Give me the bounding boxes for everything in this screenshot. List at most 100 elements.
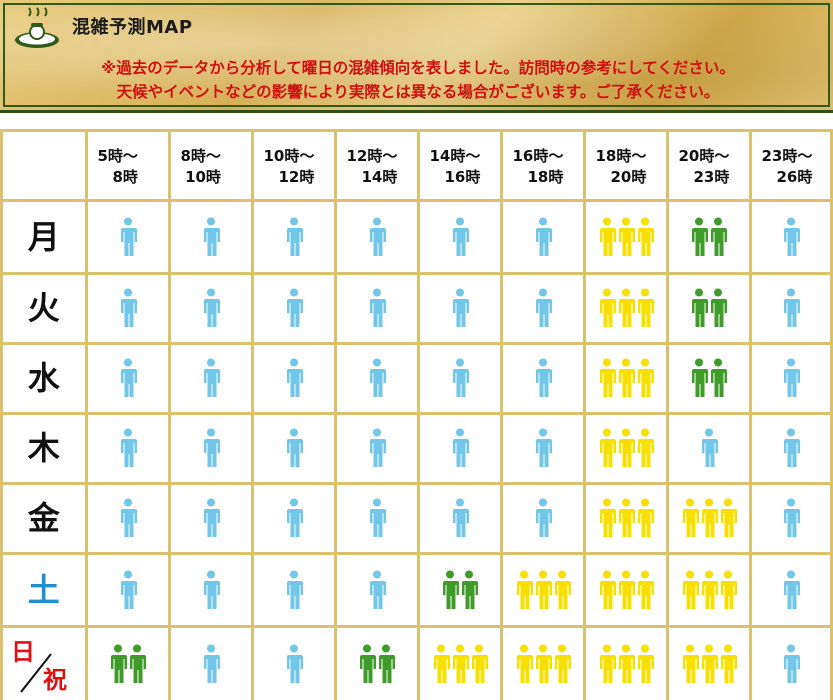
person-icon (460, 570, 478, 610)
time-slot-end: 23時 (679, 167, 730, 188)
person-icon (709, 288, 727, 328)
person-icon (515, 644, 533, 684)
person-icon (681, 570, 699, 610)
time-slot-header: 10時～ 12時 (254, 132, 334, 199)
person-icon (285, 358, 303, 398)
congestion-cell-low (254, 555, 334, 625)
person-icon (534, 428, 552, 468)
people-group (534, 288, 552, 328)
people-group (119, 288, 137, 328)
congestion-cell-high (669, 555, 749, 625)
person-icon (553, 644, 571, 684)
congestion-cell-low (88, 555, 168, 625)
day-label-cell: 土 (3, 555, 85, 625)
people-group (598, 428, 654, 468)
day-label-cell: 金 (3, 485, 85, 552)
congestion-cell-low (337, 415, 417, 482)
person-icon (598, 428, 616, 468)
time-slot-header: 18時～ 20時 (586, 132, 666, 199)
person-icon (719, 498, 737, 538)
person-icon (470, 644, 488, 684)
day-label: 金 (14, 500, 74, 536)
day-label-sunday: 日 (11, 632, 35, 667)
person-icon (285, 217, 303, 257)
congestion-cell-medium (420, 555, 500, 625)
congestion-cell-low (752, 275, 831, 342)
congestion-cell-low (752, 415, 831, 482)
time-slot-header: 14時～ 16時 (420, 132, 500, 199)
congestion-cell-low (337, 555, 417, 625)
hot-spring-person-icon (13, 6, 61, 50)
time-slot-start: 8時～ (181, 146, 221, 167)
time-slot-label: 14時～ 16時 (430, 146, 481, 188)
people-group (534, 358, 552, 398)
congestion-cell-low (171, 415, 251, 482)
person-icon (681, 498, 699, 538)
congestion-cell-low (171, 345, 251, 412)
time-slot-end: 8時 (98, 167, 138, 188)
people-group (681, 498, 737, 538)
congestion-cell-low (171, 485, 251, 552)
congestion-cell-low (503, 202, 583, 272)
person-icon (368, 217, 386, 257)
person-icon (782, 570, 800, 610)
congestion-cell-high (586, 555, 666, 625)
congestion-cell-medium (669, 275, 749, 342)
person-icon (368, 428, 386, 468)
time-slot-end: 18時 (513, 167, 564, 188)
person-icon (109, 644, 127, 684)
person-icon (636, 217, 654, 257)
congestion-cell-low (171, 202, 251, 272)
time-slot-label: 16時～ 18時 (513, 146, 564, 188)
person-icon (451, 498, 469, 538)
person-icon (617, 644, 635, 684)
people-group (285, 428, 303, 468)
person-icon (636, 428, 654, 468)
person-icon (782, 644, 800, 684)
time-slot-label: 20時～ 23時 (679, 146, 730, 188)
person-icon (285, 288, 303, 328)
time-slot-label: 5時～ 8時 (98, 146, 138, 188)
people-group (109, 644, 146, 684)
person-icon (451, 358, 469, 398)
people-group (681, 644, 737, 684)
person-icon (598, 288, 616, 328)
time-slot-end: 20時 (596, 167, 647, 188)
congestion-cell-medium (88, 628, 168, 700)
people-group (202, 498, 220, 538)
time-slot-start: 5時～ (98, 146, 138, 167)
person-icon (128, 644, 146, 684)
people-group (782, 217, 800, 257)
congestion-cell-medium (669, 202, 749, 272)
person-icon (598, 217, 616, 257)
person-icon (534, 358, 552, 398)
people-group (368, 358, 386, 398)
person-icon (700, 498, 718, 538)
people-group (782, 428, 800, 468)
people-group (368, 428, 386, 468)
day-label-holiday: 祝 (43, 660, 67, 695)
person-icon (202, 498, 220, 538)
congestion-cell-low (171, 555, 251, 625)
congestion-cell-low (254, 202, 334, 272)
people-group (598, 498, 654, 538)
people-group (202, 644, 220, 684)
people-group (285, 498, 303, 538)
day-label-cell: 水 (3, 345, 85, 412)
people-group (534, 428, 552, 468)
people-group (598, 358, 654, 398)
congestion-cell-low (88, 485, 168, 552)
person-icon (451, 288, 469, 328)
person-icon (119, 570, 137, 610)
congestion-cell-high (503, 628, 583, 700)
person-icon (534, 217, 552, 257)
day-label: 木 (14, 430, 74, 466)
congestion-cell-low (337, 345, 417, 412)
time-slot-end: 10時 (181, 167, 221, 188)
congestion-cell-low (503, 345, 583, 412)
congestion-cell-low (503, 485, 583, 552)
time-slot-start: 23時～ (762, 146, 813, 167)
time-slot-header: 8時～ 10時 (171, 132, 251, 199)
people-group (119, 358, 137, 398)
congestion-cell-high (586, 415, 666, 482)
